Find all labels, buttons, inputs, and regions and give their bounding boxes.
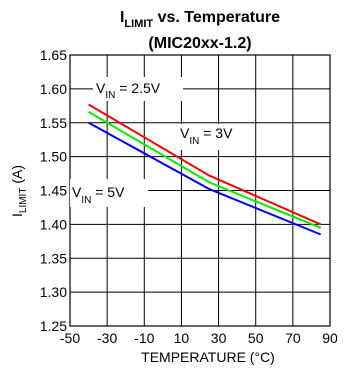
chart-title-sub: LIMIT <box>124 18 153 30</box>
y-axis-label-main: I <box>9 213 25 217</box>
annotation-vin-2-5v-main: V <box>96 80 106 96</box>
annotation-vin-3v: VIN = 3V <box>180 125 233 147</box>
x-tick-label: 70 <box>285 330 301 346</box>
annotation-vin-2-5v-rest: = 2.5V <box>115 80 160 96</box>
annotation-vin-3v-sub: IN <box>189 136 199 147</box>
annotation-vin-3v-rest: = 3V <box>199 125 233 141</box>
chart-title-rest: vs. Temperature <box>153 9 280 26</box>
series-group <box>88 103 322 236</box>
y-tick-label: 1.55 <box>40 115 67 131</box>
annotation-bg-vin-5v <box>70 179 148 207</box>
y-tick-label: 1.50 <box>40 149 67 165</box>
y-tick-label: 1.40 <box>40 216 67 232</box>
y-axis-label-rest: (A) <box>9 165 25 188</box>
x-tick-label: 50 <box>248 330 264 346</box>
x-tick-label: 90 <box>322 330 338 346</box>
series-line-1 <box>88 111 322 229</box>
y-tick-labels: 1.25 1.30 1.35 1.40 1.45 1.50 1.55 1.60 1.65 <box>40 47 67 334</box>
x-tick-label: -30 <box>97 330 117 346</box>
y-tick-label: 1.45 <box>40 183 67 199</box>
y-tick-label: 1.65 <box>40 47 67 63</box>
y-tick-label: 1.25 <box>40 318 67 334</box>
y-axis-label-sub: LIMIT <box>18 188 29 214</box>
series-line-0 <box>88 103 322 226</box>
y-axis-label: ILIMIT (A) <box>9 165 29 217</box>
x-tick-label: 30 <box>211 330 227 346</box>
annotation-vin-2-5v-sub: IN <box>105 90 115 101</box>
x-tick-label: -50 <box>60 330 80 346</box>
annotation-vin-5v-rest: = 5V <box>91 184 125 200</box>
y-tick-label: 1.30 <box>40 284 67 300</box>
x-tick-labels: -50 -30 -10 10 30 50 70 90 <box>60 330 338 346</box>
annotation-bg-vin-2-5v <box>93 77 183 101</box>
y-tick-label: 1.60 <box>40 81 67 97</box>
chart-subtitle: (MIC20xx-1.2) <box>148 35 251 52</box>
annotation-vin-5v-sub: IN <box>81 195 91 206</box>
chart-title-main: I <box>120 9 124 26</box>
x-tick-label: -10 <box>134 330 154 346</box>
annotation-vin-3v-main: V <box>180 125 190 141</box>
series-line-2 <box>88 121 322 236</box>
annotation-vin-5v: VIN = 5V <box>72 184 125 206</box>
annotation-vin-2-5v: VIN = 2.5V <box>96 80 161 101</box>
chart-title: ILIMIT vs. Temperature <box>120 9 280 30</box>
x-tick-label: 10 <box>174 330 190 346</box>
annotation-vin-5v-main: V <box>72 184 82 200</box>
annotation-bg-vin-3v <box>178 124 250 150</box>
x-axis-label: TEMPERATURE (°C) <box>141 349 275 365</box>
y-tick-label: 1.35 <box>40 250 67 266</box>
